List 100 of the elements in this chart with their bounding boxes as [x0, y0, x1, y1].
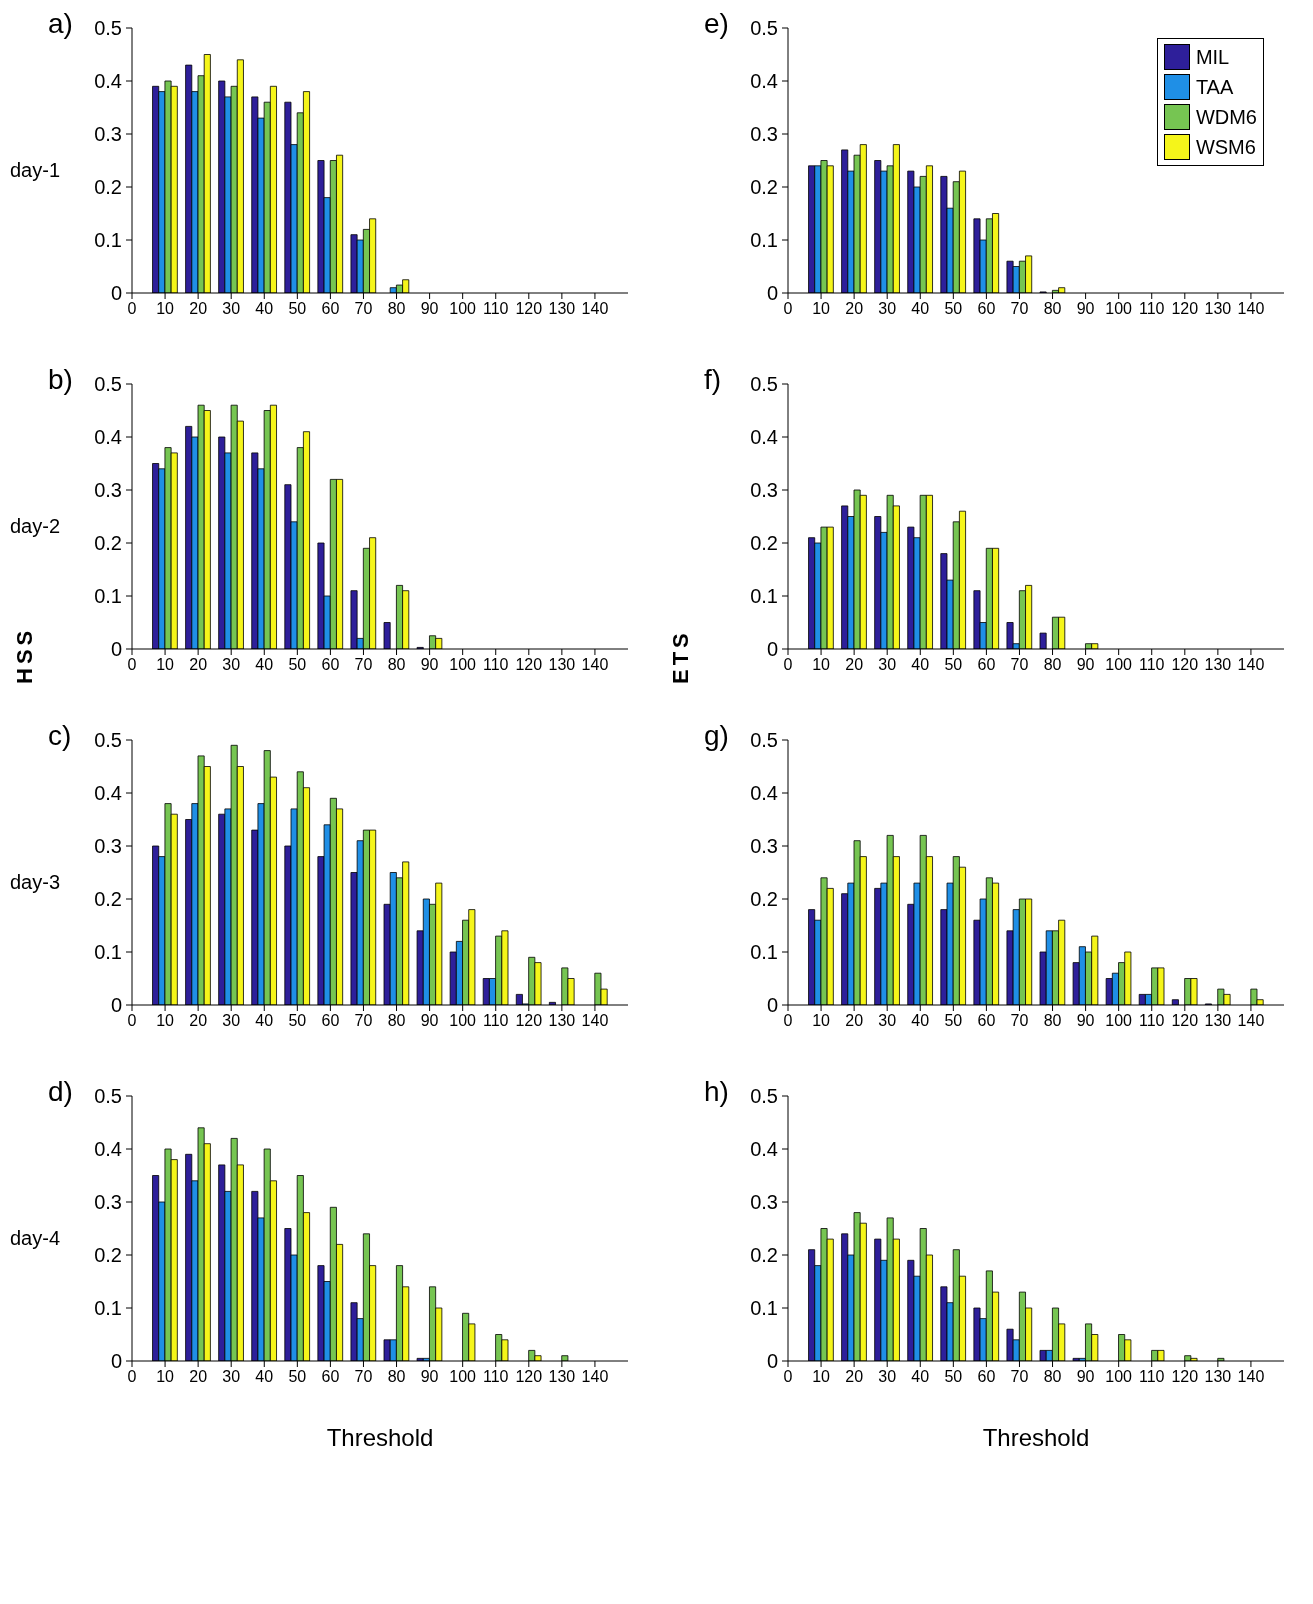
x-tick-label: 90 [1076, 1368, 1095, 1386]
x-tick-label: 20 [845, 656, 864, 674]
y-tick-label: 0.1 [750, 1297, 778, 1320]
x-tick-label: 130 [1204, 1368, 1232, 1386]
x-tick-label: 140 [1237, 300, 1265, 318]
y-tick-label: 0.3 [94, 1191, 122, 1214]
x-tick-label: 120 [515, 656, 543, 674]
x-tick-label: 0 [783, 1012, 793, 1030]
x-tick-label: 40 [911, 1368, 930, 1386]
x-tick-label: 110 [482, 656, 509, 674]
x-tick-label: 0 [783, 656, 793, 674]
x-tick-label: 20 [189, 300, 208, 318]
x-tick-label: 10 [812, 1012, 831, 1030]
x-tick-label: 50 [944, 1012, 963, 1030]
x-tick-label: 130 [548, 300, 576, 318]
y-tick-label: 0.4 [94, 70, 122, 93]
x-tick-label: 120 [1171, 1012, 1199, 1030]
x-tick-label: 140 [581, 1368, 609, 1386]
x-tick-label: 0 [783, 1368, 793, 1386]
legend-label: MIL [1195, 45, 1230, 69]
x-tick-label: 90 [1076, 656, 1095, 674]
y-axis-title: day-3 [10, 871, 61, 894]
x-tick-label: 100 [449, 656, 477, 674]
x-tick-label: 10 [156, 656, 175, 674]
x-tick-label: 100 [1105, 1368, 1133, 1386]
text: ETS [668, 629, 694, 684]
y-tick-label: 0.1 [750, 585, 778, 608]
x-tick-label: 40 [255, 1012, 274, 1030]
x-tick-label: 120 [1171, 656, 1199, 674]
y-tick-label: 0.4 [750, 1138, 778, 1161]
y-tick-label: 0.5 [750, 1085, 778, 1108]
x-axis-title: Threshold [325, 1424, 435, 1452]
x-tick-label: 70 [354, 1368, 373, 1386]
x-tick-label: 80 [1043, 656, 1062, 674]
y-tick-label: 0.3 [94, 835, 122, 858]
x-tick-label: 60 [321, 1368, 340, 1386]
x-tick-label: 10 [812, 300, 831, 318]
x-tick-label: 140 [581, 300, 609, 318]
x-tick-label: 70 [354, 1012, 373, 1030]
x-tick-label: 140 [1237, 656, 1265, 674]
x-tick-label: 30 [222, 656, 241, 674]
y-tick-label: 0.2 [94, 888, 122, 911]
x-tick-label: 80 [387, 1012, 406, 1030]
y-tick-label: 0.3 [750, 1191, 778, 1214]
y-tick-label: 0.5 [94, 1085, 122, 1108]
x-tick-label: 70 [354, 656, 373, 674]
x-tick-label: 140 [1237, 1012, 1265, 1030]
y-tick-label: 0.4 [94, 426, 122, 449]
x-tick-label: 10 [156, 1368, 175, 1386]
x-tick-label: 70 [1010, 300, 1029, 318]
x-tick-label: 140 [581, 656, 609, 674]
y-tick-label: 0.3 [750, 123, 778, 146]
x-tick-label: 40 [255, 300, 274, 318]
x-tick-label: 100 [449, 300, 477, 318]
y-tick-label: 0.1 [750, 229, 778, 252]
x-axis-title: Threshold [981, 1424, 1091, 1452]
x-tick-label: 80 [1043, 300, 1062, 318]
y-tick-label: 0.4 [94, 782, 122, 805]
x-tick-label: 60 [977, 656, 996, 674]
x-tick-label: 40 [255, 656, 274, 674]
y-tick-label: 0.5 [94, 373, 122, 396]
chart-title: g) [704, 720, 729, 752]
x-tick-label: 130 [1204, 1012, 1232, 1030]
x-tick-label: 40 [911, 1012, 930, 1030]
x-tick-label: 30 [222, 1368, 241, 1386]
x-tick-label: 50 [288, 1012, 307, 1030]
x-tick-label: 20 [189, 1012, 208, 1030]
y-tick-label: 0.2 [94, 532, 122, 555]
x-tick-label: 110 [1138, 1368, 1165, 1386]
x-tick-label: 20 [189, 1368, 208, 1386]
x-tick-label: 90 [1076, 1012, 1095, 1030]
x-tick-label: 110 [482, 1012, 509, 1030]
x-tick-label: 120 [515, 1368, 543, 1386]
x-tick-label: 130 [1204, 656, 1232, 674]
x-tick-label: 70 [354, 300, 373, 318]
x-tick-label: 40 [255, 1368, 274, 1386]
x-tick-label: 30 [222, 300, 241, 318]
x-tick-label: 90 [420, 300, 439, 318]
x-tick-label: 50 [944, 656, 963, 674]
x-tick-label: 110 [1138, 1012, 1165, 1030]
x-tick-label: 60 [321, 656, 340, 674]
x-tick-label: 130 [548, 1368, 576, 1386]
x-tick-label: 100 [1105, 1012, 1133, 1030]
x-tick-label: 100 [449, 1012, 477, 1030]
x-tick-label: 110 [1138, 656, 1165, 674]
y-axis-title: day-4 [10, 1227, 61, 1250]
chart-title: c) [48, 720, 72, 752]
x-tick-label: 0 [127, 300, 137, 318]
x-tick-label: 50 [944, 1368, 963, 1386]
x-tick-label: 60 [977, 1368, 996, 1386]
x-tick-label: 20 [845, 1012, 864, 1030]
x-tick-label: 120 [515, 300, 543, 318]
x-tick-label: 30 [878, 1368, 897, 1386]
x-tick-label: 60 [321, 300, 340, 318]
y-tick-label: 0.1 [94, 1297, 122, 1320]
x-tick-label: 70 [1010, 1012, 1029, 1030]
x-tick-label: 70 [1010, 656, 1029, 674]
x-tick-label: 130 [548, 1012, 576, 1030]
chart-title: e) [704, 8, 729, 40]
x-tick-label: 10 [156, 300, 175, 318]
